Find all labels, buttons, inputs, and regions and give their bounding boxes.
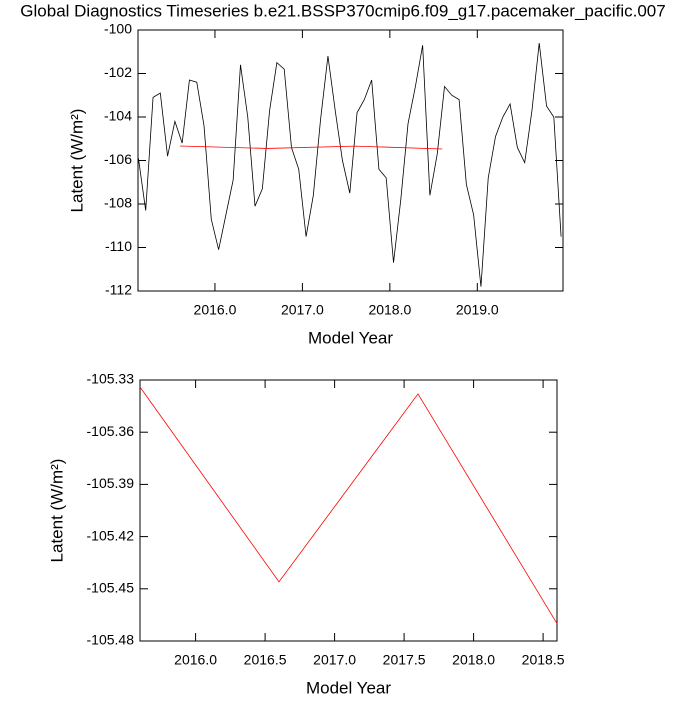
y-tick-label: -112 bbox=[105, 282, 132, 298]
x-axis-title: Model Year bbox=[308, 328, 393, 347]
y-axis-title: Latent (W/m²) bbox=[67, 109, 86, 213]
data-line bbox=[179, 145, 443, 150]
y-tick-label: -105.48 bbox=[87, 632, 135, 648]
page-title: Global Diagnostics Timeseries b.e21.BSSP… bbox=[20, 1, 665, 20]
y-tick-label: -102 bbox=[104, 64, 132, 80]
x-tick-label: 2019.0 bbox=[456, 302, 499, 318]
y-tick-label: -106 bbox=[104, 151, 132, 167]
x-tick-label: 2016.0 bbox=[174, 652, 217, 668]
data-line bbox=[139, 386, 558, 624]
data-line bbox=[138, 43, 562, 287]
y-tick-label: -105.36 bbox=[87, 423, 135, 439]
y-axis-title: Latent (W/m²) bbox=[47, 459, 66, 563]
y-tick-label: -105.45 bbox=[87, 580, 135, 596]
x-tick-label: 2016.5 bbox=[244, 652, 287, 668]
plot-frame bbox=[139, 379, 558, 642]
x-axis-title: Model Year bbox=[306, 678, 391, 697]
x-tick-label: 2016.0 bbox=[194, 302, 237, 318]
x-tick-label: 2018.0 bbox=[452, 652, 495, 668]
y-tick-label: -104 bbox=[104, 108, 132, 124]
x-tick-label: 2018.0 bbox=[368, 302, 411, 318]
y-tick-label: -110 bbox=[105, 238, 132, 254]
y-tick-label: -105.42 bbox=[87, 527, 135, 543]
x-tick-label: 2018.5 bbox=[522, 652, 565, 668]
y-tick-label: -108 bbox=[104, 195, 132, 211]
x-tick-label: 2017.0 bbox=[313, 652, 356, 668]
y-tick-label: -105.33 bbox=[87, 371, 135, 387]
x-tick-label: 2017.0 bbox=[281, 302, 324, 318]
plot-frame bbox=[137, 29, 564, 292]
x-tick-label: 2017.5 bbox=[383, 652, 426, 668]
y-tick-label: -100 bbox=[104, 21, 132, 37]
y-tick-label: -105.39 bbox=[87, 475, 135, 491]
